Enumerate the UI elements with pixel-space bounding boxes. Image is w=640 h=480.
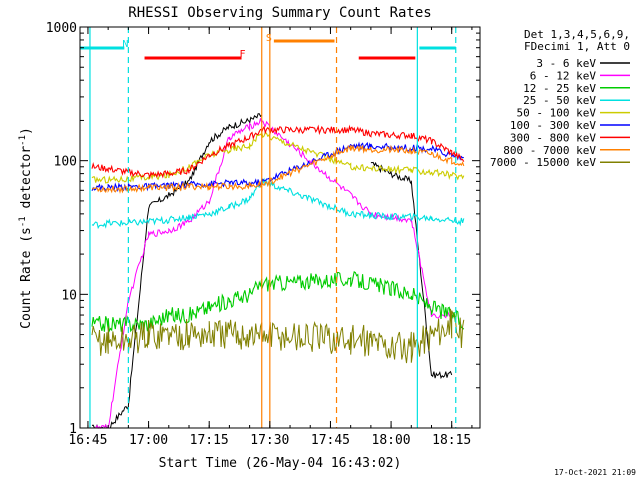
legend-label-3: 25 - 50 keV: [523, 94, 596, 107]
x-tick-label-5: 18:00: [372, 433, 411, 448]
series-line-6: [91, 124, 465, 180]
x-tick-label-4: 17:45: [311, 433, 350, 448]
legend: Det 1,3,4,5,6,9,FDecimi 1, Att 0 3 - 6 ke…: [490, 28, 630, 169]
y-axis-label: Count Rate (s-1 detector-1): [18, 127, 34, 329]
legend-label-7: 800 - 7000 keV: [503, 144, 596, 157]
x-tick-label-2: 17:15: [190, 433, 229, 448]
y-tick-label-1: 10: [61, 288, 77, 303]
y-label-text-e: ): [19, 127, 34, 135]
plot-timestamp: 17-Oct-2021 21:09: [554, 468, 636, 477]
legend-label-6: 300 - 800 keV: [510, 131, 596, 144]
flag-label-S: S: [266, 33, 272, 44]
flag-label-N: N: [122, 39, 128, 50]
y-label-text-a: Count Rate (s: [19, 227, 34, 329]
legend-label-1: 6 - 12 keV: [530, 69, 597, 82]
legend-label-5: 100 - 300 keV: [510, 119, 596, 132]
state-vlines: [89, 27, 457, 428]
legend-label-4: 50 - 100 keV: [517, 107, 597, 120]
series-line-7: [91, 144, 465, 194]
series-group: [91, 113, 465, 429]
legend-label-8: 7000 - 15000 keV: [490, 156, 596, 169]
y-label-exp-1: -1: [18, 216, 28, 227]
attenuator-flags: N F S: [79, 33, 456, 60]
axes: 16:45 17:00 17:15 17:30 17:45 18:00 18:15 1 10 10…: [46, 21, 480, 448]
x-axis-label: Start Time (26-May-04 16:43:02): [159, 456, 402, 471]
y-tick-label-2: 100: [54, 155, 77, 170]
series-line-4: [91, 130, 465, 184]
series-line-2: [91, 271, 465, 333]
series-line-8: [91, 308, 465, 364]
x-tick-label-6: 18:15: [432, 433, 471, 448]
plot-frame: [79, 26, 481, 429]
legend-header-1: FDecimi 1, Att 0: [524, 40, 630, 53]
legend-label-0: 3 - 6 keV: [536, 57, 596, 70]
y-label-exp-2: -1: [18, 135, 28, 146]
y-tick-label-0: 1: [69, 422, 77, 437]
legend-label-2: 12 - 25 keV: [523, 82, 596, 95]
x-tick-label-0: 16:45: [68, 433, 107, 448]
chart-title: RHESSI Observing Summary Count Rates: [128, 5, 431, 21]
x-tick-label-1: 17:00: [129, 433, 168, 448]
x-tick-label-3: 17:30: [250, 433, 289, 448]
y-label-text-c: detector: [19, 146, 34, 217]
y-tick-label-3: 1000: [46, 21, 77, 36]
legend-header-0: Det 1,3,4,5,6,9,: [524, 28, 630, 41]
flag-label-F: F: [240, 49, 246, 60]
series-line-3: [91, 177, 465, 230]
